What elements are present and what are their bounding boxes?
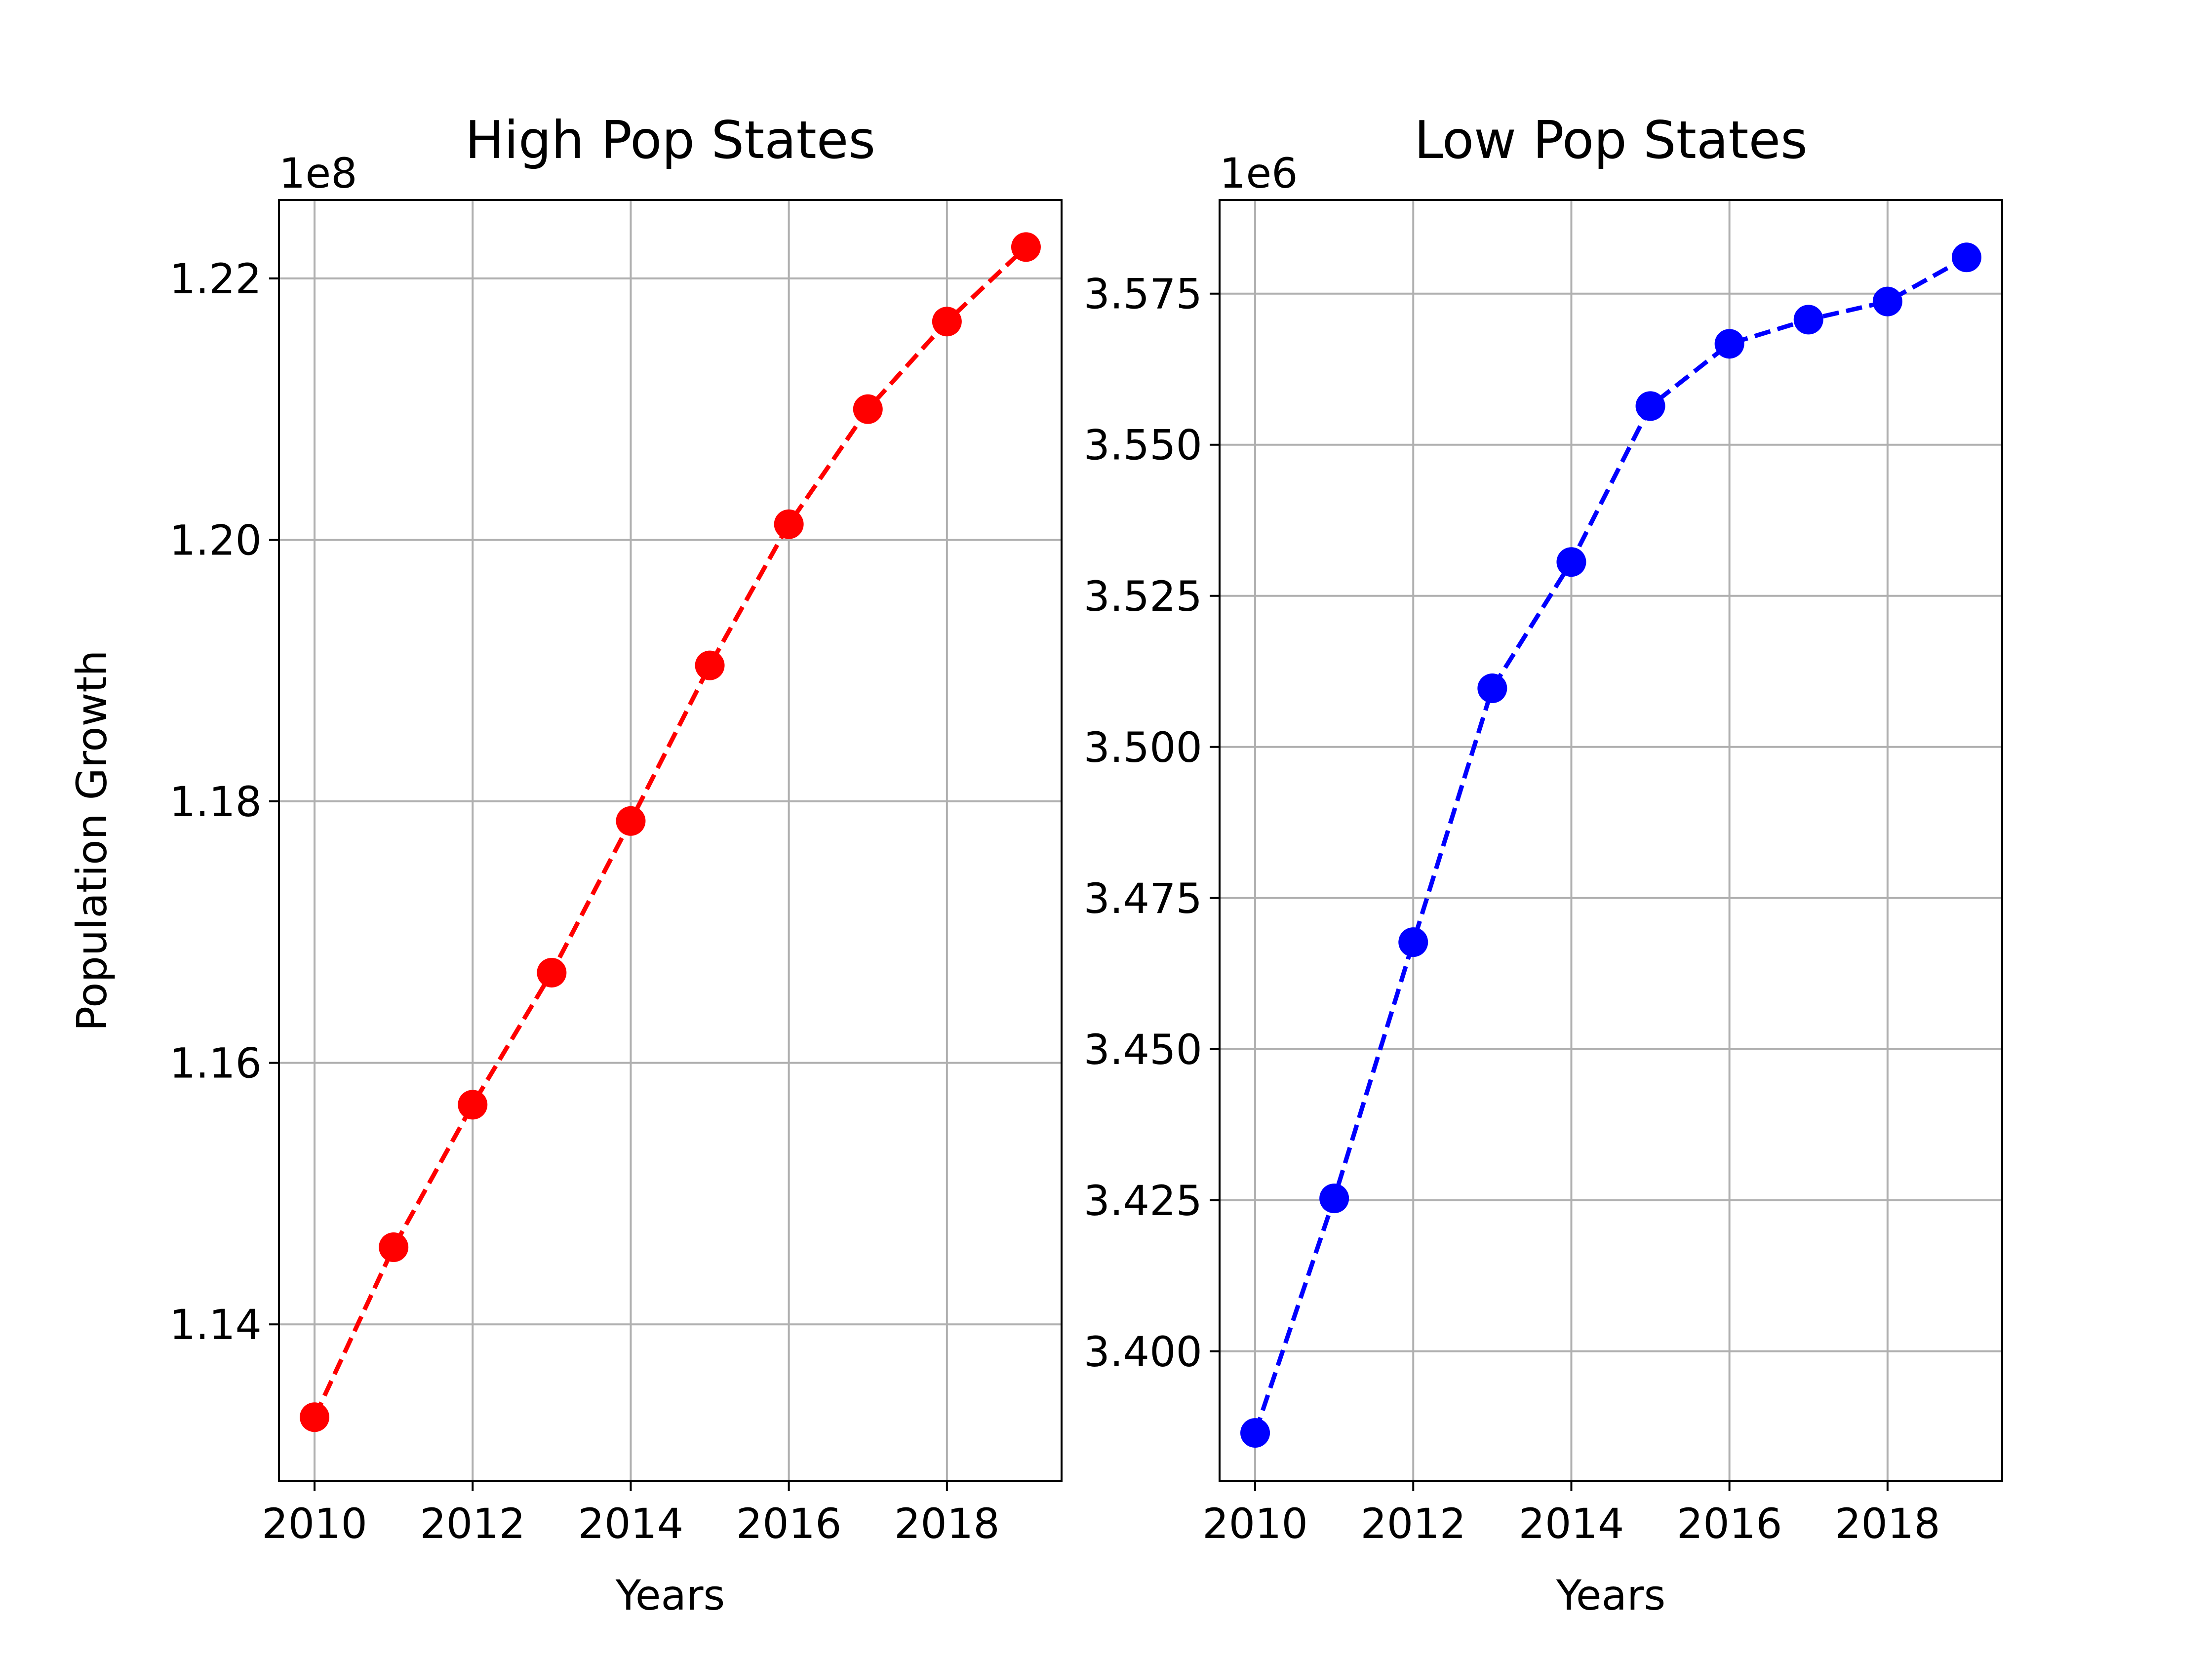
chart-low-pop-states: 2010 2012 2014 2016 2018 3.400 3.425 3.450 3.47…	[1084, 110, 2003, 1620]
y-axis-ticks: 1.14 1.16 1.18 1.20 1.22	[169, 255, 279, 1349]
x-axis-ticks: 2010 2012 2014 2016 2018	[1202, 1481, 1940, 1548]
y-tick-label: 3.400	[1084, 1328, 1202, 1376]
y-tick-label: 3.500	[1084, 723, 1202, 772]
x-tick-label: 2010	[1202, 1500, 1308, 1548]
data-point	[1951, 242, 1981, 273]
chart-title: High Pop States	[465, 110, 875, 170]
data-point	[300, 1402, 330, 1432]
data-point	[1714, 329, 1744, 359]
y-axis-offset-label: 1e6	[1220, 149, 1298, 198]
y-tick-label: 3.475	[1084, 874, 1202, 923]
chart-high-pop-states: 2010 2012 2014 2016 2018 1.14 1.16 1.18 1.20 1.2…	[68, 110, 1063, 1620]
y-axis-offset-label: 1e8	[279, 149, 357, 198]
x-axis-label: Years	[1556, 1571, 1666, 1620]
x-tick-label: 2014	[578, 1500, 684, 1548]
data-point	[458, 1090, 488, 1120]
data-point	[616, 806, 646, 836]
data-point	[1240, 1418, 1270, 1448]
plot-frame	[278, 199, 1063, 1482]
data-point	[1635, 391, 1665, 421]
data-point	[1398, 927, 1428, 957]
x-tick-label: 2012	[420, 1500, 525, 1548]
x-tick-label: 2014	[1519, 1500, 1624, 1548]
series-group	[1240, 242, 1981, 1448]
data-point	[853, 394, 883, 424]
data-point	[932, 307, 962, 337]
x-tick-label: 2016	[736, 1500, 842, 1548]
x-axis-ticks: 2010 2012 2014 2016 2018	[262, 1481, 1000, 1548]
y-tick-label: 3.575	[1084, 270, 1202, 318]
x-tick-label: 2010	[262, 1500, 367, 1548]
y-axis-ticks: 3.400 3.425 3.450 3.475 3.500 3.525 3.550 3.575	[1084, 270, 1220, 1376]
x-tick-label: 2018	[894, 1500, 1000, 1548]
y-tick-label: 3.425	[1084, 1177, 1202, 1225]
y-tick-label: 3.550	[1084, 421, 1202, 470]
data-point	[1477, 673, 1507, 704]
y-tick-label: 1.22	[169, 255, 262, 303]
x-tick-label: 2018	[1835, 1500, 1940, 1548]
data-point	[537, 957, 567, 988]
chart-title: Low Pop States	[1414, 110, 1808, 170]
data-point	[1319, 1184, 1349, 1214]
grid-lines	[279, 200, 1062, 1481]
y-tick-label: 3.525	[1084, 572, 1202, 621]
x-tick-label: 2012	[1360, 1500, 1466, 1548]
x-tick-label: 2016	[1677, 1500, 1782, 1548]
y-axis-label: Population Growth	[68, 650, 116, 1031]
data-point	[1793, 305, 1823, 335]
series-line	[1253, 255, 1968, 1434]
grid-lines	[1220, 200, 2002, 1481]
y-tick-label: 1.18	[169, 778, 262, 826]
data-point	[1872, 286, 1902, 316]
y-tick-label: 1.20	[169, 516, 262, 564]
data-point	[379, 1232, 409, 1263]
data-point	[1011, 232, 1041, 262]
data-point	[1556, 547, 1586, 577]
series-group	[300, 232, 1041, 1432]
y-tick-label: 1.14	[169, 1301, 262, 1349]
y-tick-label: 3.450	[1084, 1026, 1202, 1074]
plot-frame	[1219, 199, 2003, 1482]
series-line	[312, 245, 1028, 1419]
data-point	[774, 509, 804, 539]
data-point	[695, 650, 725, 680]
y-tick-label: 1.16	[169, 1039, 262, 1088]
x-axis-label: Years	[615, 1571, 725, 1620]
